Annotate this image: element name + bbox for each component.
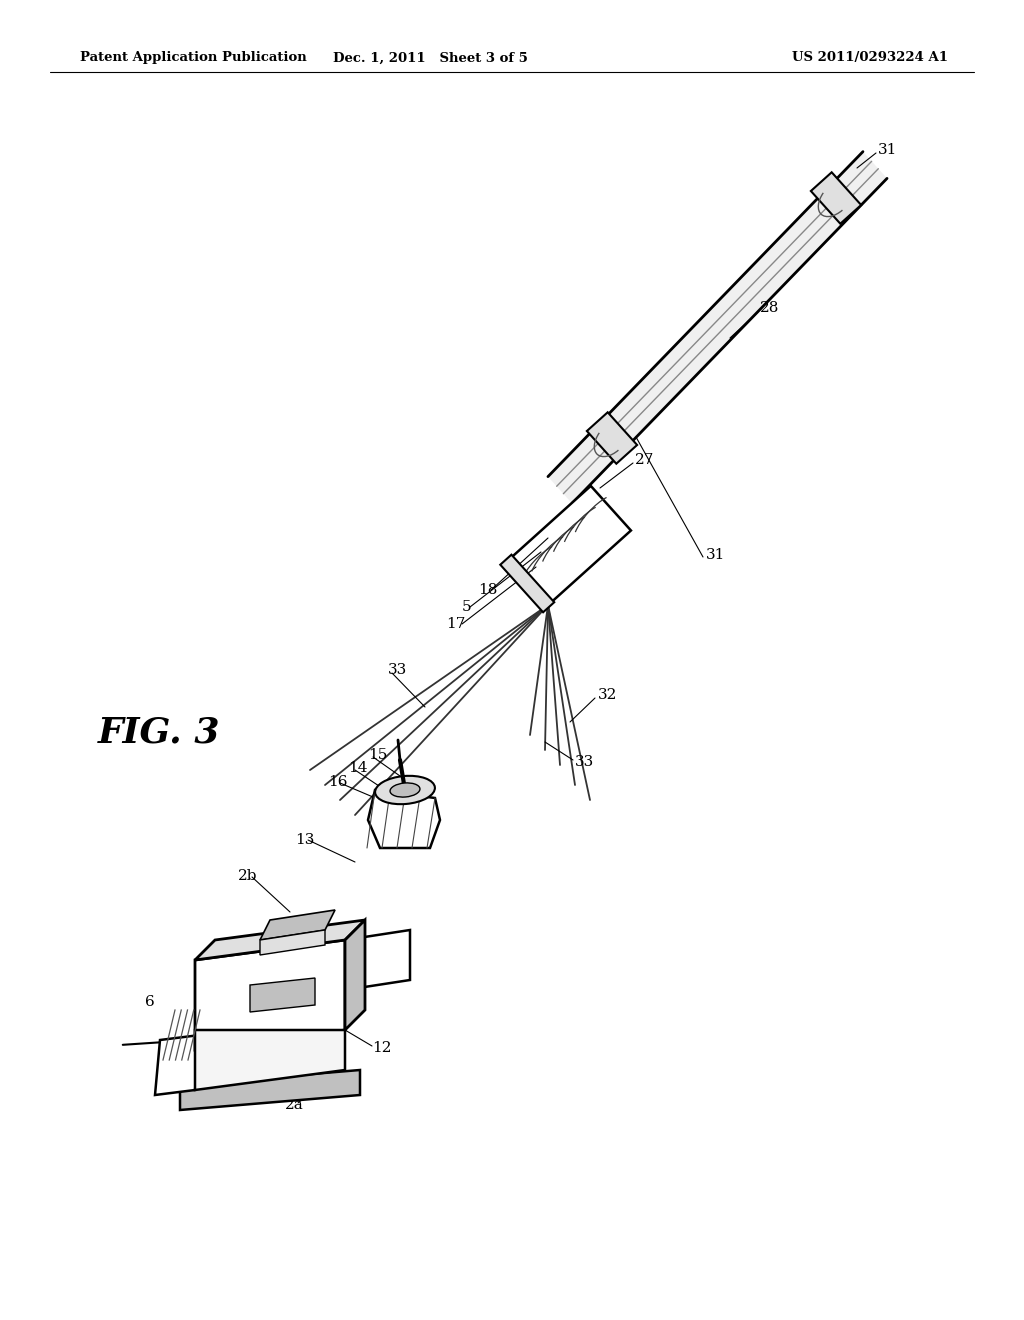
Polygon shape [155, 1035, 200, 1096]
Polygon shape [811, 173, 861, 223]
Polygon shape [368, 789, 440, 847]
Polygon shape [587, 412, 637, 463]
Text: 33: 33 [388, 663, 408, 677]
Polygon shape [548, 152, 887, 503]
Text: 18: 18 [478, 583, 498, 597]
Polygon shape [509, 486, 631, 605]
Polygon shape [260, 909, 335, 940]
Text: 16: 16 [328, 775, 347, 789]
Text: 2a: 2a [285, 1098, 304, 1111]
Text: 15: 15 [368, 748, 387, 762]
Polygon shape [260, 931, 325, 954]
Polygon shape [345, 920, 365, 1030]
Text: 5: 5 [462, 601, 472, 614]
Text: 2b: 2b [238, 869, 257, 883]
Ellipse shape [375, 776, 435, 804]
Text: Patent Application Publication: Patent Application Publication [80, 51, 307, 65]
Text: 28: 28 [760, 301, 779, 315]
Polygon shape [195, 920, 365, 960]
Text: 2: 2 [348, 1071, 357, 1085]
Polygon shape [195, 1030, 345, 1090]
Polygon shape [250, 978, 315, 1012]
Text: 31: 31 [878, 143, 897, 157]
Text: US 2011/0293224 A1: US 2011/0293224 A1 [792, 51, 948, 65]
Text: FIG. 3: FIG. 3 [97, 715, 220, 750]
Text: 17: 17 [446, 616, 465, 631]
Text: 32: 32 [598, 688, 617, 702]
Text: 31: 31 [706, 548, 725, 562]
Text: 14: 14 [348, 762, 368, 775]
Text: Dec. 1, 2011   Sheet 3 of 5: Dec. 1, 2011 Sheet 3 of 5 [333, 51, 527, 65]
Polygon shape [345, 931, 410, 990]
Text: 27: 27 [635, 453, 654, 467]
Text: 11: 11 [328, 1059, 347, 1072]
Polygon shape [195, 940, 345, 1049]
Text: 12: 12 [372, 1041, 391, 1055]
Polygon shape [501, 554, 554, 612]
Text: 33: 33 [575, 755, 594, 770]
Ellipse shape [390, 783, 420, 797]
Text: 6: 6 [145, 995, 155, 1008]
Polygon shape [180, 1071, 360, 1110]
Text: 13: 13 [295, 833, 314, 847]
